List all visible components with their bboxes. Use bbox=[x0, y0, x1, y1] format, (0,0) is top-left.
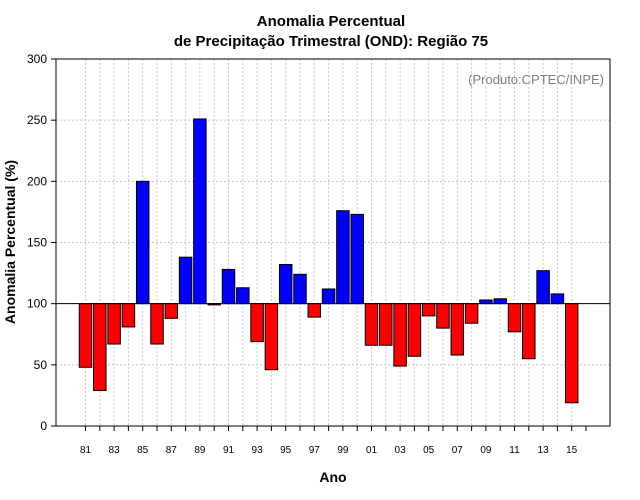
x-tick-label: 83 bbox=[109, 445, 121, 456]
bar-87 bbox=[164, 303, 179, 319]
bar-92 bbox=[236, 287, 250, 305]
bar-86 bbox=[150, 303, 164, 345]
bar-13 bbox=[536, 270, 550, 305]
y-tick-label: 150 bbox=[27, 236, 47, 250]
bar-11 bbox=[507, 303, 522, 333]
bar-08 bbox=[464, 303, 479, 324]
bar-15 bbox=[564, 303, 579, 404]
bar-01 bbox=[364, 303, 379, 346]
y-axis-ticks: 0 50 100 150 200 250 300 bbox=[27, 52, 56, 433]
bar-99 bbox=[336, 210, 350, 305]
bar-12 bbox=[522, 303, 536, 360]
x-axis-ticks: 81 83 85 87 89 91 93 95 97 99 01 03 05 07 09 11 13 15 bbox=[80, 426, 587, 456]
bar-81 bbox=[78, 303, 93, 368]
x-axis-label: Ano bbox=[319, 469, 346, 485]
x-tick-label: 87 bbox=[166, 445, 178, 456]
x-tick-label: 11 bbox=[509, 445, 520, 456]
bar-09 bbox=[479, 299, 493, 305]
bar-03 bbox=[393, 303, 407, 367]
bar-02 bbox=[379, 303, 393, 346]
bar-97 bbox=[307, 303, 322, 318]
bar-83 bbox=[107, 303, 121, 345]
bar-04 bbox=[407, 303, 422, 357]
x-tick-label: 13 bbox=[538, 445, 550, 456]
credit-annotation: (Produto:CPTEC/INPE) bbox=[468, 72, 604, 87]
x-tick-label: 05 bbox=[423, 445, 435, 456]
y-tick-label: 250 bbox=[27, 113, 47, 127]
x-tick-label: 85 bbox=[137, 445, 149, 456]
bar-94 bbox=[264, 303, 279, 371]
bar-95 bbox=[278, 264, 293, 305]
chart-subtitle: de Precipitação Trimestral (OND): Região… bbox=[174, 33, 488, 50]
bar-88 bbox=[178, 256, 193, 305]
bar-98 bbox=[321, 288, 336, 305]
bar-00 bbox=[350, 213, 364, 305]
x-tick-label: 09 bbox=[480, 445, 492, 456]
bar-89 bbox=[193, 118, 207, 305]
bar-06 bbox=[436, 303, 450, 329]
y-tick-label: 50 bbox=[34, 358, 48, 372]
bar-10 bbox=[493, 298, 507, 305]
x-tick-label: 95 bbox=[280, 445, 292, 456]
y-tick-label: 200 bbox=[27, 174, 47, 188]
x-tick-label: 07 bbox=[452, 445, 464, 456]
y-tick-label: 100 bbox=[27, 297, 47, 311]
y-tick-label: 0 bbox=[40, 419, 47, 433]
chart-title: Anomalia Percentual bbox=[257, 13, 405, 30]
x-tick-label: 91 bbox=[223, 445, 235, 456]
grid-lines bbox=[56, 59, 610, 426]
bar-93 bbox=[250, 303, 264, 343]
x-tick-label: 81 bbox=[80, 445, 92, 456]
bar-96 bbox=[293, 273, 307, 305]
x-tick-label: 89 bbox=[194, 445, 206, 456]
x-tick-label: 15 bbox=[566, 445, 578, 456]
x-tick-label: 93 bbox=[252, 445, 264, 456]
bar-85 bbox=[135, 180, 150, 305]
bar-14 bbox=[550, 293, 565, 305]
bar-82 bbox=[93, 303, 107, 392]
x-tick-label: 03 bbox=[395, 445, 407, 456]
x-tick-label: 99 bbox=[337, 445, 349, 456]
x-tick-label: 97 bbox=[309, 445, 321, 456]
y-tick-label: 300 bbox=[27, 52, 47, 66]
bar-07 bbox=[450, 303, 465, 356]
y-axis-label: Anomalia Percentual (%) bbox=[2, 160, 18, 324]
x-tick-label: 01 bbox=[366, 445, 378, 456]
bar-05 bbox=[421, 303, 436, 317]
bar-91 bbox=[221, 268, 236, 305]
bar-84 bbox=[121, 303, 136, 328]
